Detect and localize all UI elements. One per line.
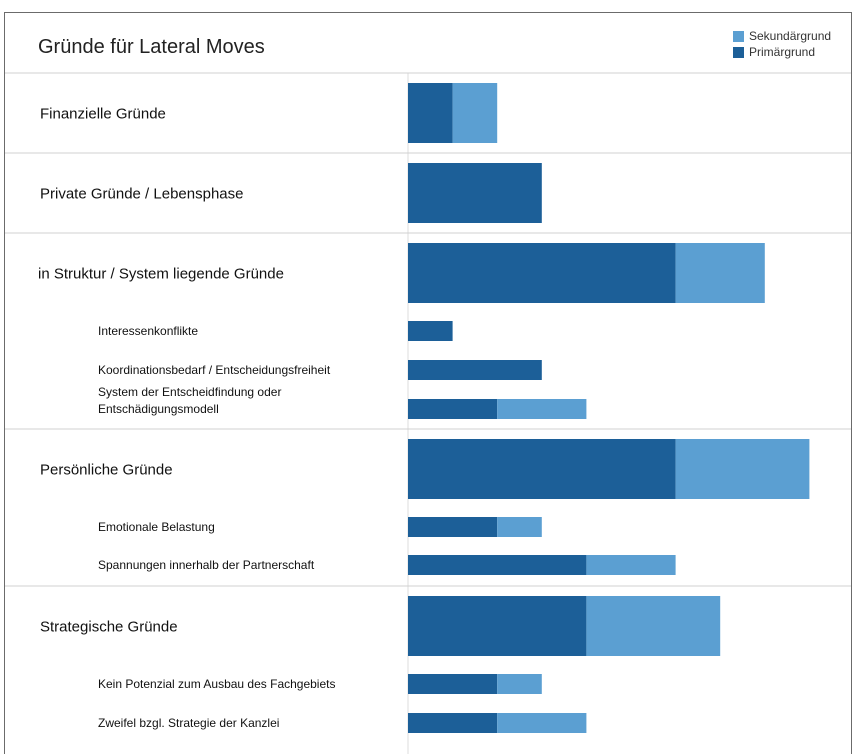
row-label: Finanzielle Gründe (40, 105, 166, 122)
bar-secondary (452, 83, 498, 143)
row-label: Interessenkonflikte (98, 324, 198, 338)
bar-secondary (497, 713, 587, 733)
bar-primary (408, 399, 498, 419)
legend-swatch-primary (733, 46, 744, 58)
bar-primary (408, 163, 542, 223)
bar-secondary (586, 596, 721, 656)
row-label: System der Entscheidfindung oder Entschäd… (98, 385, 281, 416)
chart-title: Gründe für Lateral Moves (38, 36, 265, 58)
row-label: Koordinationsbedarf / Entscheidungsfreih… (98, 363, 331, 377)
bar-secondary (586, 555, 676, 575)
legend-item-secondary: Sekundärgrund (733, 28, 831, 44)
legend-label-primary: Primärgrund (749, 45, 816, 59)
bar-primary (408, 243, 676, 303)
row-label: Kein Potenzial zum Ausbau des Fachgebiet… (98, 677, 335, 691)
bar-secondary (675, 243, 765, 303)
bar-primary (408, 713, 498, 733)
row-label: Zweifel bzgl. Strategie der Kanzlei (98, 716, 279, 730)
bar-primary (408, 83, 453, 143)
bar-primary (408, 517, 498, 537)
bar-secondary (497, 399, 587, 419)
legend-label-secondary: Sekundärgrund (749, 29, 832, 43)
bar-primary (408, 596, 587, 656)
bar-primary (408, 321, 453, 341)
legend: Sekundärgrund Primärgrund (733, 28, 831, 60)
bar-primary (408, 674, 498, 694)
legend-item-primary: Primärgrund (733, 44, 831, 60)
bar-primary (408, 439, 676, 499)
bar-secondary (675, 439, 810, 499)
row-label: in Struktur / System liegende Gründe (38, 265, 284, 282)
bar-secondary (497, 674, 542, 694)
legend-swatch-secondary (733, 30, 744, 42)
row-label: Spannungen innerhalb der Partnerschaft (98, 558, 315, 572)
row-label: Emotionale Belastung (98, 520, 215, 534)
row-label: Private Gründe / Lebensphase (40, 185, 243, 202)
bar-primary (408, 555, 587, 575)
row-label: Persönliche Gründe (40, 461, 173, 478)
row-label: Strategische Gründe (40, 618, 178, 635)
bar-primary (408, 360, 542, 380)
bar-secondary (497, 517, 542, 537)
